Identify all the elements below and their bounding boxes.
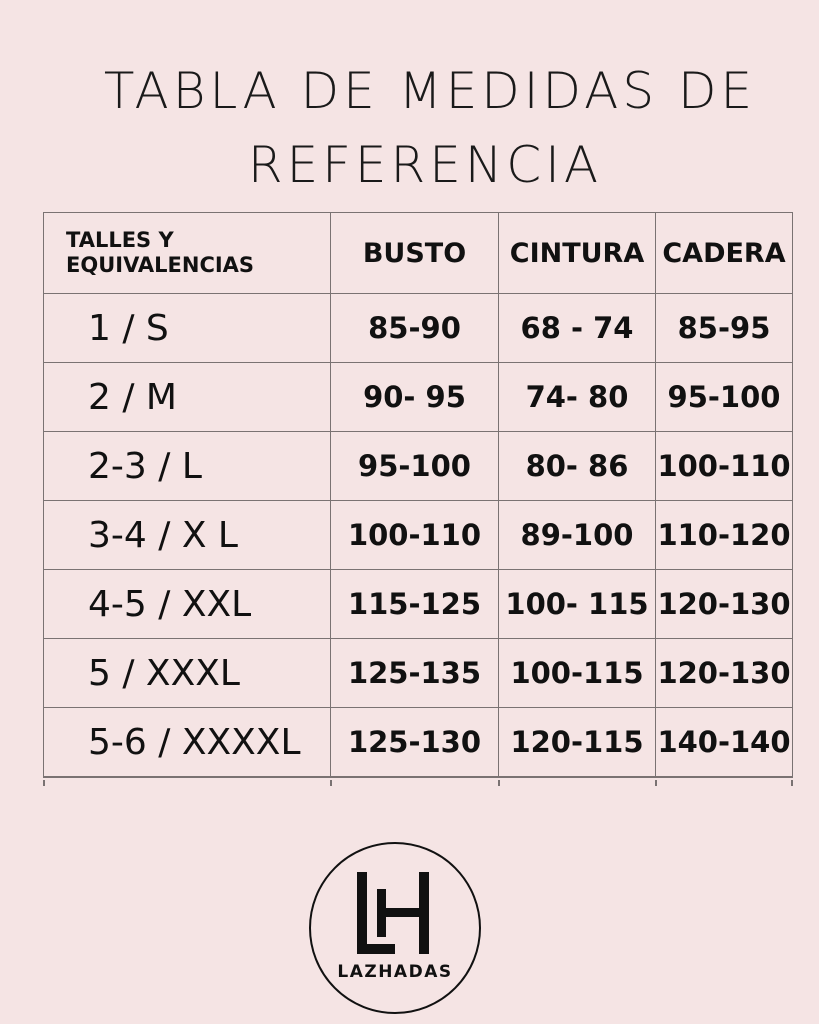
header-cadera: CADERA xyxy=(655,212,793,294)
cell-busto: 100-110 xyxy=(330,500,499,570)
page-title-line2: REFERENCIA xyxy=(247,136,603,194)
cell-cintura: 74- 80 xyxy=(498,362,656,432)
cell-size: 5-6 / XXXXL xyxy=(43,707,331,778)
header-sizes-line2: EQUIVALENCIAS xyxy=(66,253,255,277)
cell-cadera: 100-110 xyxy=(655,431,793,501)
size-table: TALLES Y EQUIVALENCIAS BUSTO CINTURA CAD… xyxy=(43,212,793,778)
cell-size: 1 / S xyxy=(43,293,331,363)
cell-cintura: 68 - 74 xyxy=(498,293,656,363)
cell-cadera: 110-120 xyxy=(655,500,793,570)
table-row: 3-4 / X L 100-110 89-100 110-120 xyxy=(43,500,793,570)
cell-cintura: 100-115 xyxy=(498,638,656,708)
cell-busto: 85-90 xyxy=(330,293,499,363)
cell-size: 5 / XXXL xyxy=(43,638,331,708)
cell-size: 2-3 / L xyxy=(43,431,331,501)
table-line xyxy=(43,780,45,786)
cell-busto: 90- 95 xyxy=(330,362,499,432)
table-row: 4-5 / XXL 115-125 100- 115 120-130 xyxy=(43,569,793,639)
cell-cintura: 80- 86 xyxy=(498,431,656,501)
table-row: 5 / XXXL 125-135 100-115 120-130 xyxy=(43,638,793,708)
cell-busto: 115-125 xyxy=(330,569,499,639)
brand-logo: LAZHADAS xyxy=(309,842,481,1014)
page-title-line1: TABLA DE MEDIDAS DE xyxy=(103,62,757,120)
cell-busto: 125-130 xyxy=(330,707,499,778)
lh-monogram-icon xyxy=(357,872,429,954)
cell-busto: 125-135 xyxy=(330,638,499,708)
table-row: 2-3 / L 95-100 80- 86 100-110 xyxy=(43,431,793,501)
header-busto: BUSTO xyxy=(330,212,499,294)
table-line xyxy=(791,780,793,786)
table-row: 2 / M 90- 95 74- 80 95-100 xyxy=(43,362,793,432)
header-sizes-line1: TALLES Y xyxy=(66,227,174,252)
cell-size: 4-5 / XXL xyxy=(43,569,331,639)
cell-cadera: 140-140 xyxy=(655,707,793,778)
header-sizes: TALLES Y EQUIVALENCIAS xyxy=(43,212,331,294)
brand-name: LAZHADAS xyxy=(337,962,453,982)
cell-cadera: 85-95 xyxy=(655,293,793,363)
cell-busto: 95-100 xyxy=(330,431,499,501)
table-line xyxy=(498,780,500,786)
cell-size: 2 / M xyxy=(43,362,331,432)
cell-size: 3-4 / X L xyxy=(43,500,331,570)
cell-cintura: 89-100 xyxy=(498,500,656,570)
header-cintura: CINTURA xyxy=(498,212,656,294)
cell-cintura: 120-115 xyxy=(498,707,656,778)
cell-cadera: 95-100 xyxy=(655,362,793,432)
table-line xyxy=(655,780,657,786)
table-line xyxy=(330,780,332,786)
cell-cadera: 120-130 xyxy=(655,638,793,708)
cell-cadera: 120-130 xyxy=(655,569,793,639)
table-header-row: TALLES Y EQUIVALENCIAS BUSTO CINTURA CAD… xyxy=(43,212,793,294)
cell-cintura: 100- 115 xyxy=(498,569,656,639)
table-row: 5-6 / XXXXL 125-130 120-115 140-140 xyxy=(43,707,793,778)
table-row: 1 / S 85-90 68 - 74 85-95 xyxy=(43,293,793,363)
